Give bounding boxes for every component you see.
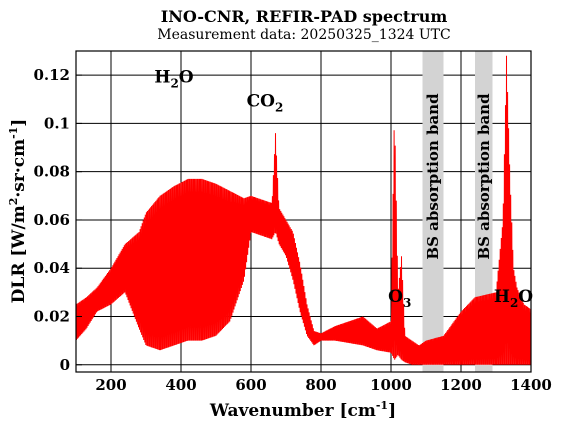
y-axis-label: DLR [W/m2·sr·cm-1] — [7, 119, 29, 304]
chart-title: INO-CNR, REFIR-PAD spectrum — [161, 7, 448, 26]
absorption-band-label: BS absorption band — [475, 93, 493, 260]
x-tick-label: 600 — [235, 376, 266, 394]
axis-ticks: 200 400 600 800 1000 1200 1400 0 0.02 0.04 0.06 0.0… — [33, 66, 551, 394]
y-tick-label: 0.06 — [33, 211, 70, 229]
y-tick-label: 0.04 — [33, 259, 70, 277]
x-tick-label: 1000 — [370, 376, 412, 394]
x-tick-label: 400 — [165, 376, 196, 394]
x-tick-label: 200 — [95, 376, 126, 394]
absorption-band-label: BS absorption band — [424, 93, 442, 260]
absorption-band — [422, 51, 444, 372]
x-tick-label: 1400 — [510, 376, 552, 394]
y-tick-label: 0.02 — [33, 307, 70, 325]
y-tick-label: 0.1 — [44, 114, 70, 132]
x-tick-label: 800 — [305, 376, 336, 394]
molecule-annotation: CO2 — [247, 92, 284, 115]
y-tick-label: 0.08 — [33, 163, 70, 181]
molecule-annotation: H2O — [494, 287, 533, 310]
y-tick-label: 0.12 — [33, 66, 70, 84]
annotations: H2O CO2 O3 H2O — [154, 67, 533, 310]
absorption-band — [475, 51, 493, 372]
spectrum-mean-line — [75, 182, 532, 356]
plot-frame — [75, 50, 532, 373]
spectrum-series — [75, 55, 532, 365]
x-tick-label: 1200 — [440, 376, 482, 394]
chart-subtitle: Measurement data: 20250325_1324 UTC — [157, 27, 450, 43]
spectrum-line — [75, 55, 532, 365]
y-tick-label: 0 — [60, 356, 70, 374]
x-axis-label: Wavenumber [cm-1] — [209, 399, 396, 421]
molecule-annotation: O3 — [388, 287, 411, 310]
molecule-annotation: H2O — [154, 67, 193, 90]
absorption-bands: BS absorption band BS absorption band — [422, 51, 493, 372]
